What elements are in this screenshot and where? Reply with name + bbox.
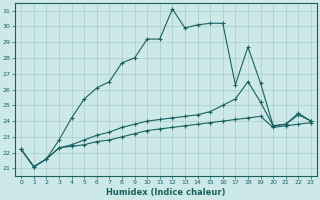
X-axis label: Humidex (Indice chaleur): Humidex (Indice chaleur): [106, 188, 226, 197]
